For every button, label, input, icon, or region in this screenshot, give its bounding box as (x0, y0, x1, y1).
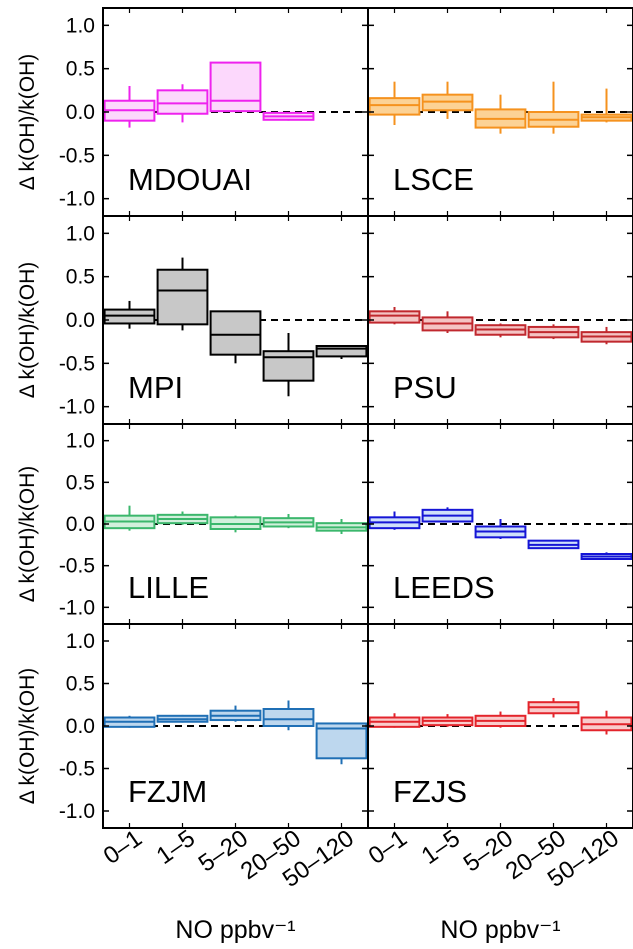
box-lsce-0 (368, 81, 421, 125)
box-fzjs-1 (421, 714, 474, 727)
box-lille-2 (209, 515, 262, 533)
x-axis-title: NO ppbv⁻¹ (175, 916, 295, 944)
panel-fzjm (102, 623, 369, 829)
box-mdouai-0 (103, 86, 156, 128)
labels-layer: 1.0 0.5 0.0 -0.5 -1.0 MDOUAI Δ k(OH)/k(OH) LSCE… (16, 14, 624, 944)
panel-mpi (102, 215, 369, 425)
box-mdouai-3 (262, 111, 315, 121)
box-leeds-2 (474, 519, 527, 539)
y-tick-label: 0.5 (66, 471, 95, 494)
box-iqr (156, 89, 209, 115)
panel-label: MDOUAI (128, 162, 252, 197)
box-iqr (315, 345, 368, 358)
y-tick-label: -1.0 (59, 188, 95, 211)
panel-label: PSU (393, 370, 457, 405)
y-tick-label: -0.5 (59, 758, 95, 781)
y-tick-label: -0.5 (59, 555, 95, 578)
box-mpi-1 (156, 257, 209, 331)
box-iqr (368, 97, 421, 116)
x-tick-label: 1–5 (417, 825, 465, 870)
panel-leeds (367, 423, 633, 625)
box-iqr (209, 310, 262, 356)
box-lsce-1 (421, 81, 474, 119)
panel-lille (102, 423, 369, 625)
panel-label: MPI (128, 370, 183, 405)
box-psu-0 (368, 307, 421, 325)
panel-label: LILLE (128, 570, 209, 605)
y-axis-label: Δ k(OH)/k(OH) (16, 668, 39, 805)
box-iqr (156, 268, 209, 326)
y-tick-label: 0.0 (66, 309, 95, 332)
box-leeds-3 (527, 539, 580, 550)
box-lsce-2 (474, 94, 527, 134)
box-leeds-0 (368, 511, 421, 530)
box-fzjs-3 (527, 697, 580, 718)
y-tick-label: 0.5 (66, 673, 95, 696)
box-mdouai-1 (156, 84, 209, 123)
box-fzjs-4 (580, 710, 633, 735)
x-tick-label: 0–1 (364, 825, 412, 870)
x-tick-label: 0–1 (99, 825, 147, 870)
box-fzjm-1 (156, 714, 209, 723)
box-mpi-3 (262, 333, 315, 397)
y-axis-label: Δ k(OH)/k(OH) (16, 262, 39, 399)
box-lille-4 (315, 519, 368, 534)
box-mpi-0 (103, 300, 156, 329)
y-tick-label: 0.0 (66, 101, 95, 124)
y-tick-label: -0.5 (59, 144, 95, 167)
y-tick-label: 0.5 (66, 58, 95, 81)
box-fzjm-0 (103, 715, 156, 728)
box-fzjs-0 (368, 713, 421, 728)
y-tick-label: -0.5 (59, 352, 95, 375)
y-tick-label: 0.5 (66, 266, 95, 289)
panel-lsce (367, 7, 633, 217)
box-psu-2 (474, 323, 527, 338)
box-mpi-4 (315, 345, 368, 359)
y-tick-label: 1.0 (66, 14, 95, 37)
box-lsce-3 (527, 81, 580, 134)
y-axis-label: Δ k(OH)/k(OH) (16, 54, 39, 191)
box-fzjm-4 (315, 722, 368, 765)
y-tick-label: 1.0 (66, 222, 95, 245)
box-psu-3 (527, 324, 580, 340)
box-fzjm-3 (262, 700, 315, 731)
box-iqr (262, 708, 315, 727)
x-axis-title: NO ppbv⁻¹ (440, 916, 560, 944)
box-fzjs-2 (474, 711, 527, 728)
box-iqr (262, 350, 315, 382)
panel-fzjs (367, 623, 633, 829)
panel-label: FZJS (393, 774, 467, 809)
y-axis-label: Δ k(OH)/k(OH) (16, 466, 39, 603)
box-fzjm-2 (209, 705, 262, 722)
x-tick-label: 1–5 (152, 825, 200, 870)
panel-label: LSCE (393, 162, 474, 197)
box-mpi-2 (209, 310, 262, 364)
box-psu-1 (421, 311, 474, 333)
y-tick-label: -1.0 (59, 396, 95, 419)
box-psu-4 (580, 326, 633, 345)
y-tick-label: 0.0 (66, 715, 95, 738)
box-lille-1 (156, 511, 209, 525)
box-mdouai-2 (209, 61, 262, 113)
y-tick-label: 1.0 (66, 430, 95, 453)
y-tick-label: -1.0 (59, 800, 95, 823)
box-iqr (368, 310, 421, 324)
panel-label: FZJM (128, 774, 207, 809)
box-lille-0 (103, 505, 156, 531)
box-lsce-4 (580, 88, 633, 123)
y-tick-label: 1.0 (66, 630, 95, 653)
y-tick-label: 0.0 (66, 513, 95, 536)
panels-layer (102, 7, 633, 829)
panel-label: LEEDS (393, 570, 495, 605)
y-tick-label: -1.0 (59, 596, 95, 619)
box-iqr (209, 61, 262, 113)
box-lille-3 (262, 514, 315, 529)
box-leeds-4 (580, 552, 633, 560)
box-leeds-1 (421, 507, 474, 523)
